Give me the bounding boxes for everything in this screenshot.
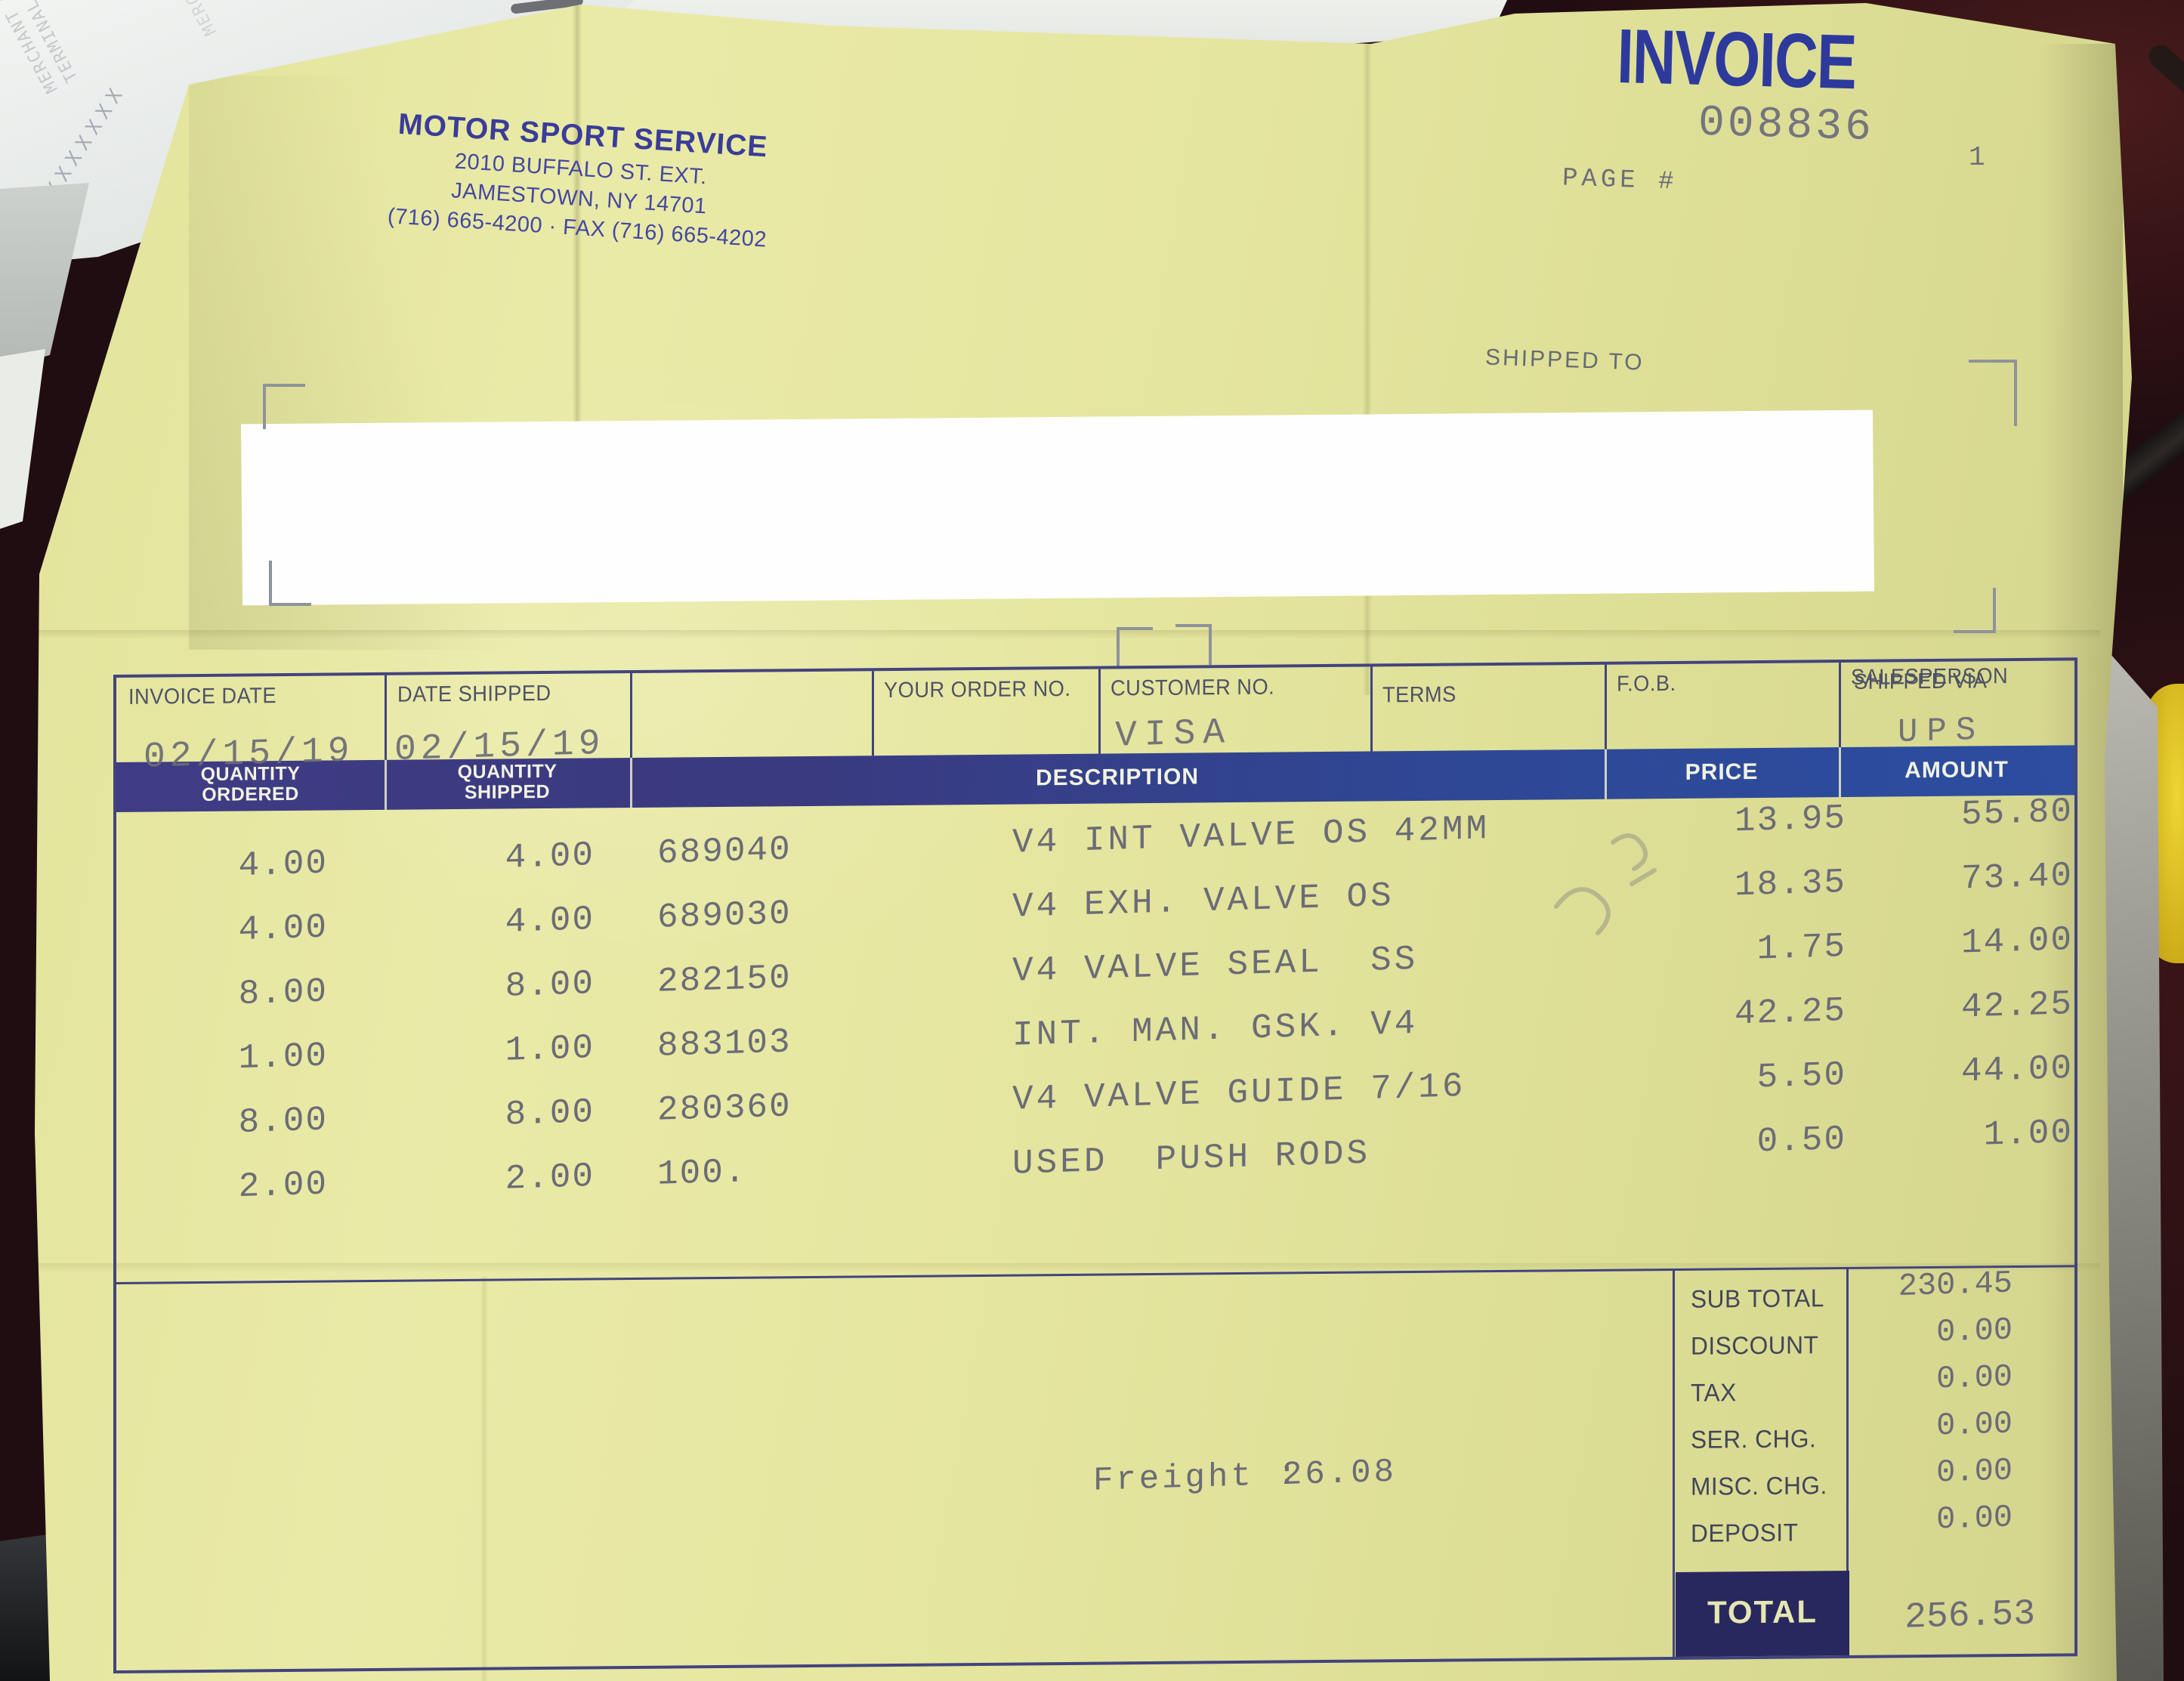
item-price: 13.95 <box>1734 799 1846 842</box>
corner-bracket <box>1117 627 1153 668</box>
item-description: USED PUSH RODS <box>1012 1133 1371 1184</box>
invoice-title: INVOICE <box>1615 12 1858 106</box>
item-description: V4 EXH. VALVE OS <box>1012 876 1395 927</box>
info-table: INVOICE DATE DATE SHIPPED YOUR ORDER NO.… <box>113 657 2077 1674</box>
item-order-no: 282150 <box>657 958 792 1002</box>
item-amount: 55.80 <box>1960 792 2073 835</box>
totals-value-misc-chg: 0.00 <box>1936 1452 2013 1491</box>
page-label: PAGE # <box>1562 164 1679 197</box>
item-price: 0.50 <box>1756 1120 1846 1162</box>
item-qty-ordered: 8.00 <box>238 972 328 1015</box>
totals-value-discount: 0.00 <box>1936 1312 2013 1351</box>
item-qty-ordered: 8.00 <box>238 1100 328 1143</box>
redaction-box <box>240 409 1875 606</box>
item-qty-shipped: 4.00 <box>505 836 595 878</box>
freight-value: 26.08 <box>1281 1453 1397 1495</box>
item-description: V4 INT VALVE OS 42MM <box>1012 809 1490 863</box>
corner-bracket <box>1175 624 1212 665</box>
page-number: 1 <box>1969 142 1985 173</box>
item-qty-shipped: 8.00 <box>505 1092 595 1135</box>
item-amount: 1.00 <box>1983 1113 2073 1155</box>
item-qty-ordered: 1.00 <box>238 1036 328 1079</box>
item-amount: 73.40 <box>1960 856 2073 899</box>
item-order-no: 280360 <box>657 1086 792 1130</box>
paper-crease <box>573 3 582 423</box>
item-description: INT. MAN. GSK. V4 <box>1012 1003 1419 1055</box>
item-order-no: 100. <box>657 1152 747 1194</box>
item-description: V4 VALVE GUIDE 7/16 <box>1012 1066 1466 1120</box>
item-price: 1.75 <box>1756 927 1846 969</box>
column-value-shipped-via: UPS <box>1898 711 1985 752</box>
receipt-faint-text: MERCHANT #: TERMINAL ID: <box>0 0 84 97</box>
total-value: 256.53 <box>1904 1593 2035 1639</box>
item-price: 42.25 <box>1734 991 1846 1034</box>
corner-bracket <box>1954 588 1996 633</box>
item-amount: 44.00 <box>1960 1049 2073 1092</box>
item-qty-shipped: 1.00 <box>505 1028 595 1071</box>
item-order-no: 883103 <box>657 1022 792 1066</box>
corner-bracket <box>1969 360 2017 426</box>
totals-value-subtotal: 230.45 <box>1898 1265 2013 1305</box>
paper-crease <box>35 630 2100 639</box>
pencil-mark <box>1554 833 1657 935</box>
item-qty-shipped: 2.00 <box>505 1157 595 1199</box>
column-value-date-shipped: 02/15/19 <box>394 723 605 771</box>
totals-value-deposit: 0.00 <box>1936 1499 2013 1538</box>
item-qty-ordered: 4.00 <box>238 843 328 886</box>
item-qty-ordered: 4.00 <box>238 907 328 950</box>
item-qty-shipped: 8.00 <box>505 964 595 1006</box>
item-description: V4 VALVE SEAL SS <box>1012 939 1419 991</box>
paper-crease <box>480 1277 488 1681</box>
item-order-no: 689040 <box>657 830 792 873</box>
item-order-no: 689030 <box>657 894 792 938</box>
shipped-to-label: SHIPPED TO <box>1484 345 1645 375</box>
item-qty-shipped: 4.00 <box>505 900 595 942</box>
typed-layer: 02/15/19 02/15/19 VISA UPS 4.00 4.00 689… <box>116 620 2074 1670</box>
item-qty-ordered: 2.00 <box>238 1164 328 1207</box>
item-price: 5.50 <box>1756 1055 1846 1098</box>
item-amount: 42.25 <box>1960 984 2073 1027</box>
invoice-number: 008836 <box>1697 98 1875 153</box>
item-amount: 14.00 <box>1960 920 2073 963</box>
column-value-terms: VISA <box>1115 712 1233 757</box>
corner-bracket <box>269 561 311 606</box>
column-value-invoice-date: 02/15/19 <box>144 731 354 778</box>
totals-value-ser-chg: 0.00 <box>1936 1405 2013 1445</box>
corner-bracket <box>263 384 305 429</box>
totals-value-tax: 0.00 <box>1936 1358 2013 1398</box>
item-price: 18.35 <box>1734 863 1846 906</box>
